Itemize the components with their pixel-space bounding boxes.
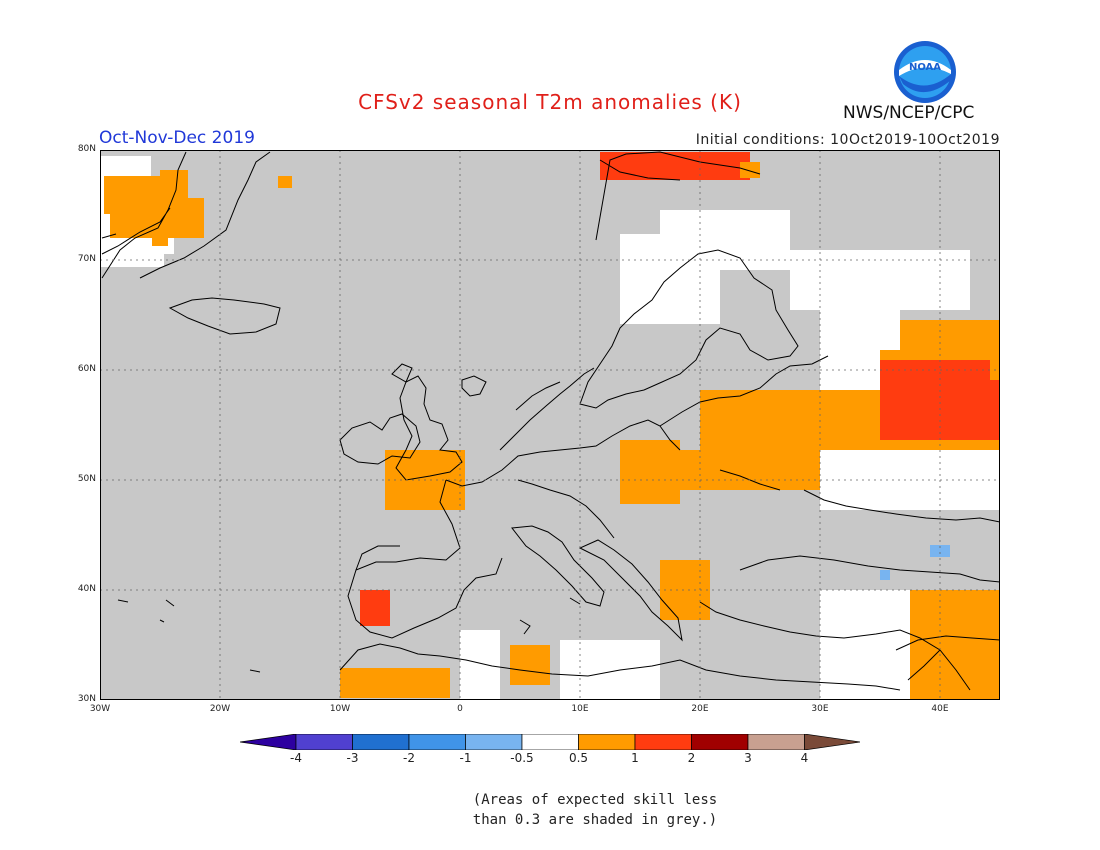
initial-conditions-label: Initial conditions: 10Oct2019-10Oct2019 [695, 132, 1000, 148]
lon-label: 20W [209, 704, 231, 714]
colorbar-tick: 1 [631, 751, 639, 765]
noaa-logo: NOAA [893, 40, 957, 108]
lat-label: 70N [77, 254, 96, 264]
colorbar-tick: -3 [346, 751, 359, 765]
colorbar-tick: -1 [459, 751, 472, 765]
anomaly-map [100, 150, 1000, 700]
colorbar-tick: -2 [403, 751, 415, 765]
colorbar-swatch [691, 734, 749, 750]
footnote-line-1: (Areas of expected skill less [472, 792, 718, 808]
colorbar-tick: 2 [687, 751, 696, 765]
lat-label: 80N [77, 144, 96, 154]
colorbar-swatch [465, 734, 523, 750]
colorbar-swatch [240, 734, 297, 750]
lon-label: 30E [811, 704, 829, 714]
coastlines [101, 151, 1000, 691]
lon-label: 40E [931, 704, 949, 714]
graticule [100, 150, 1000, 700]
lon-label: 30W [89, 704, 111, 714]
colorbar-swatch [804, 734, 860, 750]
colorbar-tick: 4 [800, 751, 809, 765]
colorbar [240, 734, 860, 750]
colorbar-swatch [295, 734, 353, 750]
colorbar-tick: -0.5 [510, 751, 534, 765]
season-label: Oct-Nov-Dec 2019 [99, 128, 255, 148]
colorbar-swatch [634, 734, 692, 750]
lat-label: 60N [77, 364, 96, 374]
colorbar-swatch [408, 734, 466, 750]
chart-title: CFSv2 seasonal T2m anomalies (K) [358, 90, 742, 114]
agency-label: NWS/NCEP/CPC [843, 103, 975, 123]
lon-label: 0 [457, 704, 463, 714]
lat-label: 50N [77, 474, 96, 484]
lat-label: 30N [77, 694, 96, 704]
colorbar-swatch [578, 734, 636, 750]
lon-label: 10E [571, 704, 589, 714]
lon-label: 20E [691, 704, 709, 714]
lat-label: 40N [77, 584, 96, 594]
colorbar-tick: 3 [744, 751, 752, 765]
anomaly-cells [100, 152, 1000, 700]
logo-wordmark: NOAA [909, 62, 941, 73]
colorbar-swatch [352, 734, 410, 750]
colorbar-swatch [521, 734, 579, 750]
colorbar-tick: 0.5 [568, 751, 589, 765]
lon-label: 10W [329, 704, 351, 714]
footnote-line-2: than 0.3 are shaded in grey.) [472, 812, 718, 828]
colorbar-tick: -4 [290, 751, 302, 765]
colorbar-swatch [747, 734, 805, 750]
